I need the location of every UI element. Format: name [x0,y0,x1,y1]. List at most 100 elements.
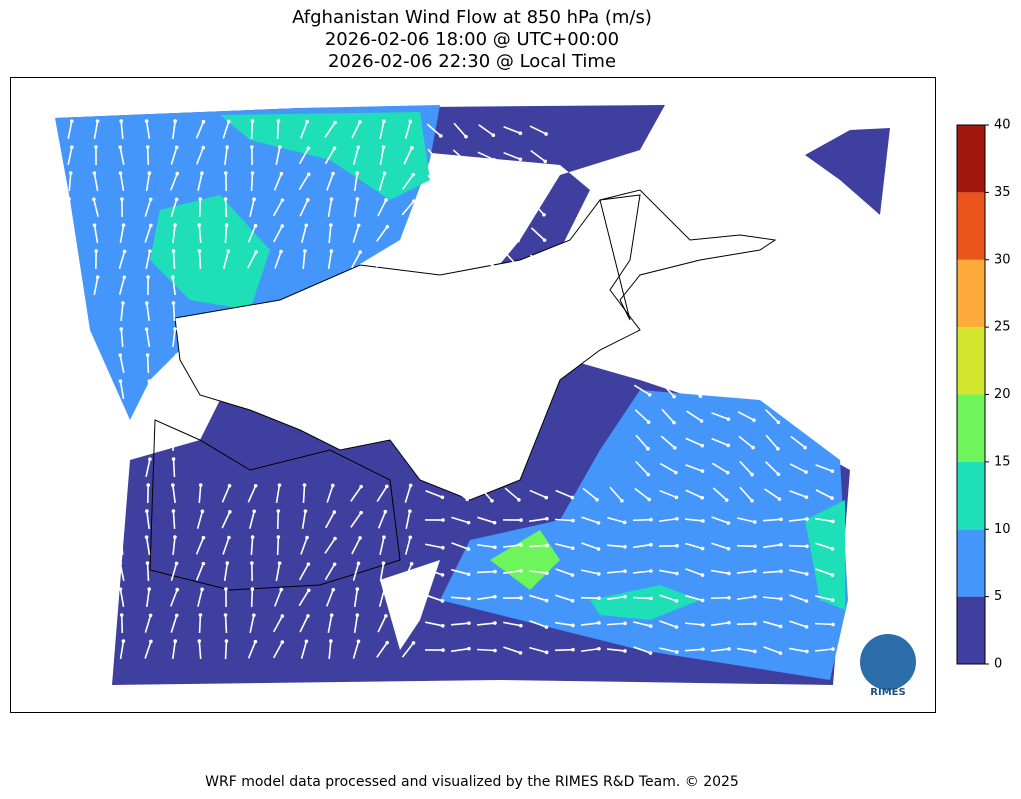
wind-arrow [172,484,176,504]
wind-arrow [403,563,413,581]
colorbar-segment [957,461,985,530]
wind-arrow [528,570,548,574]
wind-arrow-head [144,327,149,331]
wind-arrow-head [306,146,311,150]
wind-arrow-head [673,367,677,372]
wind-arrow-head [254,250,258,254]
wind-arrow-head [118,171,123,175]
wind-arrow [451,176,469,188]
wind-arrow-head [440,573,445,577]
colorbar-tick-label: 15 [994,454,1011,469]
wind-arrow [197,173,203,191]
wind-arrow-head [411,641,416,645]
wind-arrow [145,251,151,269]
wind-arrow [425,621,443,627]
wind-arrow-head [359,484,363,489]
wind-arrow-head [412,199,416,203]
wind-arrow-head [674,599,679,603]
wind-arrow [452,149,468,163]
wind-arrow [379,121,385,139]
wind-arrow-head [173,431,177,435]
wind-arrow-head [830,573,835,577]
wind-arrow-head [224,639,229,643]
wind-arrow-head [253,223,258,228]
wind-arrow [477,516,495,524]
wind-arrow [378,589,386,607]
wind-arrow [68,198,72,218]
wind-arrow-head [698,368,702,373]
wind-arrow-head [465,497,470,502]
wind-arrow-head [173,223,177,227]
wind-arrow [502,544,522,548]
wind-arrow-head [491,133,496,138]
wind-arrow-head [304,639,309,644]
wind-arrow [684,622,704,626]
wind-arrow-head [804,599,809,603]
wind-band-high [150,195,270,310]
colorbar-tick-label: 0 [994,657,1002,672]
wind-arrow [145,380,151,400]
afghanistan [174,194,641,501]
wind-arrow-head [356,561,361,566]
wind-arrow-head [223,613,228,617]
wind-arrow-head [544,495,549,500]
wind-arrow [403,147,413,165]
wind-arrow-head [118,353,123,357]
wind-arrow [529,125,547,135]
wind-arrow-head [250,587,255,591]
wind-arrow-head [147,587,151,591]
wind-arrow-head [92,197,96,202]
wind-arrow-head [776,420,781,425]
wind-arrow [274,251,282,269]
colorbar-tick-label: 40 [994,118,1011,133]
wind-arrow-head [675,516,679,521]
wind-arrow [376,642,388,658]
wind-arrow-head [382,535,386,540]
wind-arrow [581,516,599,524]
wind-arrow [170,199,178,217]
wind-arrow [404,121,412,139]
wind-arrow [275,147,281,165]
wind-arrow-head [776,472,781,477]
wind-arrow-head [570,546,575,550]
wind-arrow [763,359,781,369]
wind-arrow [172,120,176,140]
wind-arrow [66,225,74,243]
wind-arrow [658,517,678,523]
wind-arrow-head [94,145,98,149]
wind-arrow [529,489,547,499]
wind-arrow [298,589,310,607]
wind-arrow [554,518,574,522]
wind-arrow [198,198,202,218]
wind-arrow-head [648,624,653,628]
wind-arrow [582,487,598,501]
wind-arrow [763,620,781,628]
wind-arrow [736,570,756,574]
wind-arrow [224,640,228,660]
wind-arrow [324,511,336,529]
wind-arrow [555,543,573,549]
title-line: Afghanistan Wind Flow at 850 hPa (m/s) [292,7,652,28]
wind-arrow-head [122,249,127,254]
wind-arrow [68,172,72,192]
wind-arrow-head [727,620,731,625]
wind-arrow [401,200,415,216]
wind-arrow-head [571,623,575,628]
wind-arrow [453,122,467,138]
wind-arrow [377,615,387,633]
wind-arrow-head [65,249,70,254]
wind-arrow [425,543,443,549]
wind-arrow-head [382,587,387,592]
wind-arrow [250,172,254,192]
wind-arrow [120,614,124,634]
wind-arrow [198,250,202,270]
wind-arrow [67,276,73,296]
wind-arrow-head [148,613,153,618]
wind-arrow [815,568,833,576]
wind-arrow-head [466,520,471,525]
wind-arrow-head [519,518,523,522]
wind-arrow [791,382,805,398]
wind-arrow-head [831,647,835,651]
wind-arrow-head [751,445,755,450]
wind-arrow-head [753,594,757,599]
